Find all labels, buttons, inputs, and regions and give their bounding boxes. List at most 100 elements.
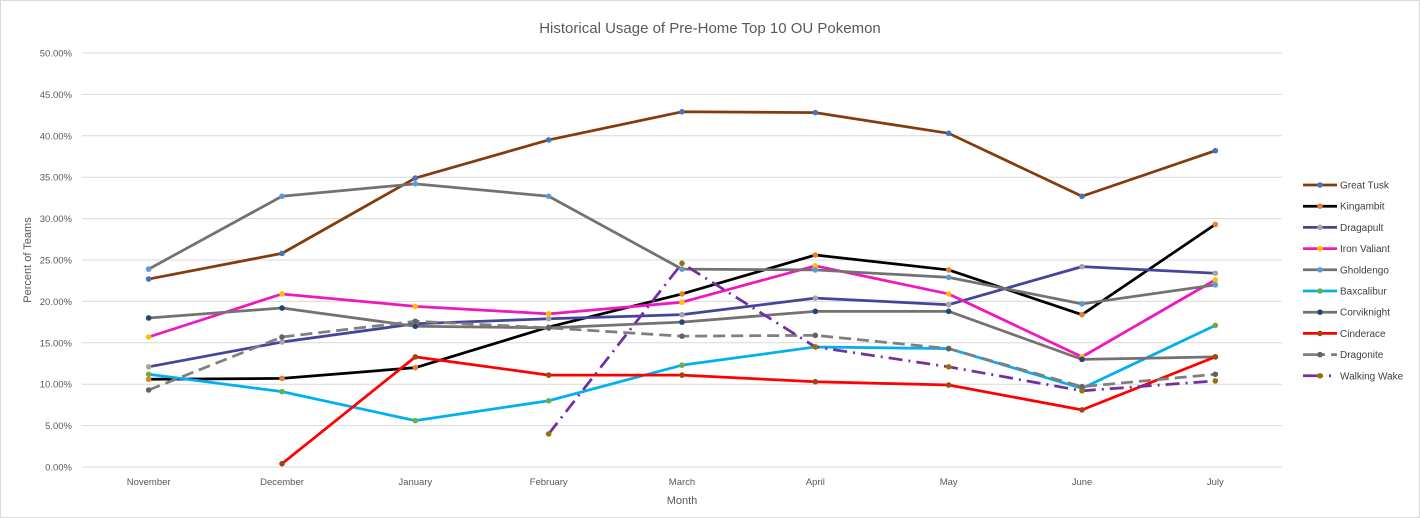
- data-point: [679, 372, 685, 378]
- data-point: [279, 339, 285, 345]
- data-point: [145, 371, 152, 378]
- y-tick-label: 10.00%: [40, 380, 73, 391]
- data-point: [545, 325, 552, 331]
- data-point: [1212, 322, 1219, 329]
- legend-item: Iron Valiant: [1303, 244, 1390, 255]
- data-point: [545, 372, 552, 378]
- legend-item: Great Tusk: [1303, 181, 1390, 192]
- x-axis-label: Month: [667, 495, 698, 507]
- data-point: [945, 291, 952, 297]
- x-tick-label: November: [127, 477, 171, 488]
- data-point: [945, 130, 952, 137]
- legend-label: Kingambit: [1340, 202, 1385, 213]
- series-iron-valiant: [145, 262, 1219, 360]
- data-point: [545, 431, 552, 437]
- legend-label: Dragapult: [1340, 223, 1384, 234]
- data-point: [145, 266, 152, 272]
- legend-item: Walking Wake: [1303, 371, 1404, 382]
- data-point: [545, 193, 552, 200]
- data-point: [145, 387, 152, 393]
- legend-item: Corviknight: [1303, 308, 1390, 319]
- legend-label: Baxcalibur: [1340, 287, 1387, 298]
- y-tick-label: 0.00%: [45, 463, 72, 474]
- data-point: [412, 323, 419, 330]
- series-dragapult: [145, 263, 1219, 370]
- legend-marker: [1317, 203, 1323, 209]
- legend-marker: [1317, 224, 1323, 231]
- y-tick-label: 45.00%: [40, 90, 73, 101]
- y-tick-label: 30.00%: [40, 214, 73, 225]
- data-point: [1079, 301, 1085, 307]
- data-point: [412, 318, 419, 325]
- legend-marker: [1317, 288, 1323, 294]
- series-line: [547, 261, 1216, 435]
- data-point: [945, 301, 952, 308]
- legend-item: Cinderace: [1303, 329, 1386, 340]
- data-point: [679, 299, 685, 306]
- series-line: [281, 355, 1216, 465]
- y-axis-label: Percent of Teams: [22, 217, 34, 303]
- y-tick-label: 20.00%: [40, 297, 73, 308]
- data-point: [945, 382, 952, 388]
- x-tick-label: June: [1072, 477, 1093, 488]
- data-point: [812, 332, 819, 339]
- data-point: [412, 354, 419, 360]
- data-point: [679, 291, 685, 297]
- data-point: [145, 364, 152, 370]
- data-point: [1212, 277, 1219, 283]
- data-point: [1079, 388, 1085, 394]
- data-point: [1212, 371, 1219, 378]
- data-point: [279, 460, 285, 467]
- y-tick-label: 35.00%: [40, 173, 73, 184]
- x-tick-label: July: [1207, 477, 1224, 488]
- data-point: [1212, 221, 1219, 228]
- data-point: [812, 344, 819, 350]
- data-point: [1079, 193, 1085, 200]
- data-point: [679, 362, 685, 368]
- data-point: [412, 181, 419, 187]
- series-dragonite: [145, 318, 1219, 393]
- legend-marker: [1317, 267, 1323, 273]
- y-tick-label: 5.00%: [45, 421, 72, 432]
- data-point: [279, 305, 285, 311]
- data-point: [545, 397, 552, 404]
- chart-title: Historical Usage of Pre-Home Top 10 OU P…: [539, 20, 881, 37]
- series-gholdengo: [145, 181, 1219, 307]
- data-point: [679, 108, 685, 115]
- y-tick-label: 40.00%: [40, 131, 73, 142]
- data-point: [412, 303, 419, 310]
- x-tick-label: March: [669, 477, 695, 488]
- data-point: [945, 274, 952, 281]
- legend-label: Dragonite: [1340, 350, 1384, 361]
- y-axis-ticks: 0.00% 5.00% 10.00% 15.00% 20.00% 25.00% 30.00%…: [40, 49, 73, 474]
- data-point: [812, 252, 819, 258]
- legend-item: Baxcalibur: [1303, 287, 1387, 298]
- data-point: [1212, 282, 1219, 288]
- data-point: [812, 262, 819, 269]
- data-point: [945, 308, 952, 315]
- data-point: [1212, 354, 1219, 360]
- data-point: [1079, 407, 1085, 413]
- legend-item: Gholdengo: [1303, 265, 1389, 276]
- data-point: [412, 364, 419, 371]
- x-tick-label: January: [398, 477, 432, 488]
- data-point: [945, 267, 952, 273]
- x-axis-ticks: November December January February March Apri…: [127, 477, 1224, 488]
- legend-marker: [1317, 373, 1323, 379]
- legend-item: Kingambit: [1303, 202, 1385, 213]
- data-point: [279, 250, 285, 257]
- y-tick-label: 50.00%: [40, 49, 73, 60]
- data-point: [679, 319, 685, 325]
- data-point: [1079, 356, 1085, 363]
- data-point: [145, 315, 152, 321]
- legend-label: Gholdengo: [1340, 265, 1389, 276]
- data-point: [279, 291, 285, 297]
- data-point: [145, 334, 152, 340]
- data-point: [1079, 383, 1085, 390]
- legend: Great Tusk Kingambit Dragapult Iron Valiant…: [1303, 181, 1404, 382]
- data-point: [812, 109, 819, 116]
- data-point: [545, 311, 552, 317]
- data-point: [945, 364, 952, 370]
